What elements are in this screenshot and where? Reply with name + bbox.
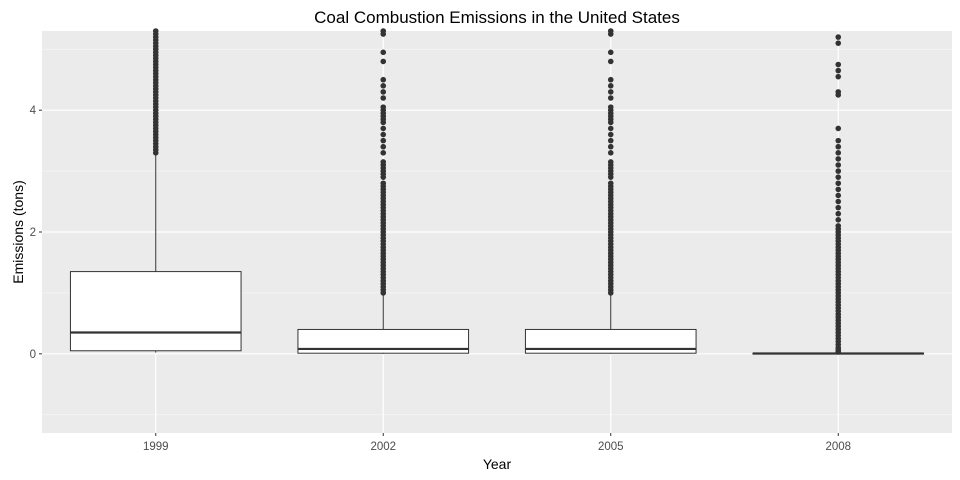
outlier-point — [607, 49, 614, 56]
outlier-point — [607, 143, 614, 150]
x-tick-label: 1999 — [143, 441, 169, 453]
outlier-point — [380, 95, 387, 101]
outlier-point — [835, 174, 842, 180]
y-tick-label: 0 — [30, 349, 36, 361]
box-iqr — [297, 328, 470, 354]
outlier-point — [607, 180, 614, 187]
outlier-point — [835, 210, 842, 217]
outlier-point — [835, 137, 842, 144]
outlier-point — [607, 131, 614, 138]
outlier-point — [380, 125, 387, 132]
outlier-point — [835, 217, 842, 223]
outlier-point — [607, 89, 614, 95]
outlier-point — [835, 162, 842, 168]
outlier-point — [835, 89, 842, 95]
y-tick-label: 4 — [30, 105, 37, 117]
outlier-point — [380, 150, 387, 156]
outlier-point — [835, 198, 842, 205]
x-axis: 1999 2002 2005 2008 — [143, 433, 851, 453]
outlier-point — [835, 204, 842, 211]
outlier-point — [607, 137, 614, 144]
y-axis-title: Emissions (tons) — [10, 180, 26, 283]
outlier-point — [607, 95, 614, 101]
outlier-point — [607, 159, 614, 165]
box-2005 — [524, 28, 697, 354]
outlier-point — [380, 28, 387, 34]
outlier-point — [835, 125, 842, 132]
outlier-point — [380, 58, 387, 65]
outlier-point — [835, 186, 842, 193]
outlier-point — [607, 150, 614, 156]
box-iqr — [524, 328, 697, 354]
outlier-point — [835, 73, 842, 80]
outlier-point — [380, 76, 387, 83]
box-2002 — [297, 28, 470, 354]
outlier-point — [380, 131, 387, 138]
x-axis-title: Year — [483, 456, 512, 472]
y-axis: 0 2 4 — [30, 105, 42, 361]
outlier-point — [835, 61, 842, 68]
x-tick-label: 2005 — [598, 441, 624, 453]
outlier-point — [835, 40, 842, 46]
outlier-point — [835, 143, 842, 150]
outlier-point — [835, 192, 842, 199]
outlier-point — [380, 104, 387, 110]
outlier-point — [152, 28, 159, 34]
outlier-point — [380, 143, 387, 150]
outlier-point — [835, 150, 842, 156]
outlier-point — [380, 137, 387, 144]
box-2008 — [752, 34, 925, 355]
outlier-point — [835, 180, 842, 187]
outlier-point — [835, 156, 842, 162]
outlier-point — [835, 223, 842, 229]
outlier-point — [380, 89, 387, 95]
outlier-point — [607, 83, 614, 89]
y-tick-label: 2 — [30, 227, 36, 239]
outlier-point — [835, 34, 842, 40]
outlier-point — [607, 58, 614, 65]
box-series — [69, 28, 925, 355]
box-iqr — [69, 271, 242, 352]
outlier-point — [380, 49, 387, 56]
outlier-point — [380, 159, 387, 165]
outlier-point — [380, 83, 387, 89]
outlier-point — [380, 180, 387, 187]
outlier-point — [607, 104, 614, 110]
outlier-point — [835, 168, 842, 174]
box-1999 — [69, 28, 242, 353]
x-tick-label: 2002 — [370, 441, 396, 453]
x-tick-label: 2008 — [825, 441, 851, 453]
outlier-point — [607, 125, 614, 132]
outlier-point — [835, 67, 842, 74]
chart-title: Coal Combustion Emissions in the United … — [314, 8, 680, 27]
outlier-point — [607, 28, 614, 34]
outlier-point — [607, 76, 614, 83]
